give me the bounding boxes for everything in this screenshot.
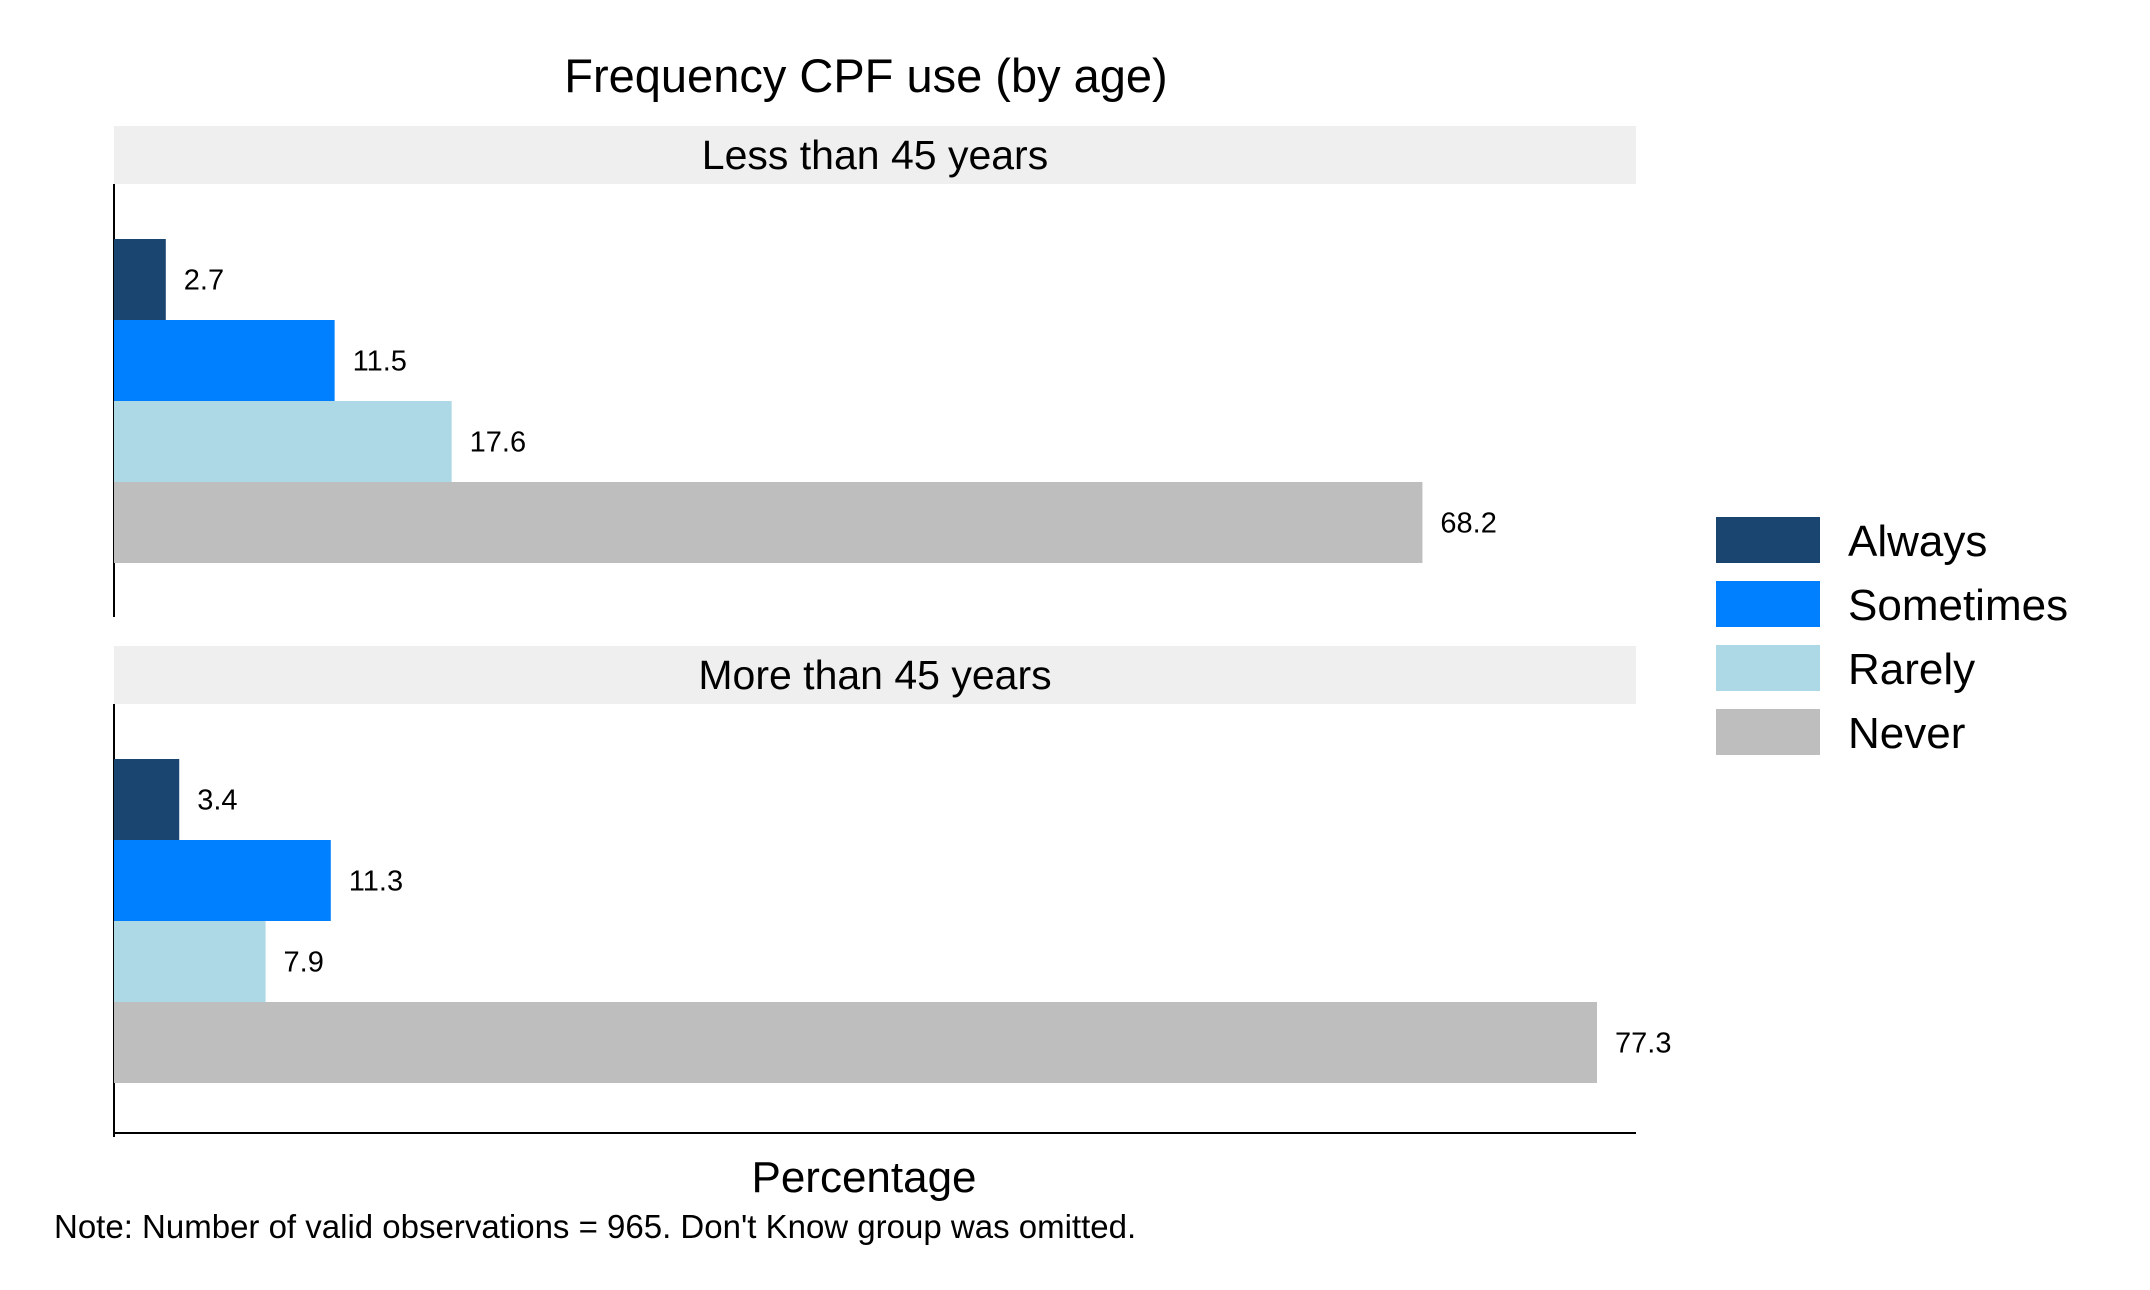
panel-strip	[114, 126, 1636, 184]
legend: Always Sometimes Rarely Never	[1716, 517, 2068, 758]
chart-title: Frequency CPF use (by age)	[564, 49, 1167, 102]
bar-value-label: 7.9	[284, 947, 324, 979]
x-axis-title: Percentage	[751, 1153, 976, 1202]
legend-swatch-rarely	[1716, 645, 1820, 691]
bar-rarely	[114, 401, 452, 482]
panel-strip-label: More than 45 years	[698, 652, 1051, 698]
panel: More than 45 years 3.4 11.3 7.9 77.3	[113, 646, 1671, 1137]
bar-always	[114, 239, 166, 320]
legend-label-rarely: Rarely	[1848, 645, 1975, 694]
panel: Less than 45 years 2.7 11.5 17.6 68.2	[113, 126, 1636, 617]
bar-value-label: 2.7	[184, 265, 224, 297]
legend-label-sometimes: Sometimes	[1848, 581, 2068, 630]
bar-always	[114, 759, 180, 840]
bar-value-label: 77.3	[1615, 1028, 1671, 1060]
bar-value-label: 11.3	[349, 866, 403, 898]
bar-rarely	[114, 921, 266, 1002]
bar-sometimes	[114, 320, 335, 401]
panel-strip-label: Less than 45 years	[702, 132, 1048, 178]
legend-swatch-sometimes	[1716, 581, 1820, 627]
legend-swatch-never	[1716, 709, 1820, 755]
panels: Less than 45 years 2.7 11.5 17.6 68.2 More th…	[113, 126, 1671, 1137]
legend-label-always: Always	[1848, 517, 1987, 566]
bar-value-label: 11.5	[353, 346, 407, 378]
bar-value-label: 68.2	[1440, 508, 1496, 540]
footnote: Note: Number of valid observations = 965…	[54, 1208, 1136, 1245]
bar-value-label: 3.4	[197, 785, 237, 817]
legend-swatch-always	[1716, 517, 1820, 563]
bar-never	[114, 1002, 1597, 1083]
bar-sometimes	[114, 840, 331, 921]
bar-never	[114, 482, 1423, 563]
panel-strip	[114, 646, 1636, 704]
bar-value-label: 17.6	[470, 427, 526, 459]
legend-label-never: Never	[1848, 709, 1965, 758]
